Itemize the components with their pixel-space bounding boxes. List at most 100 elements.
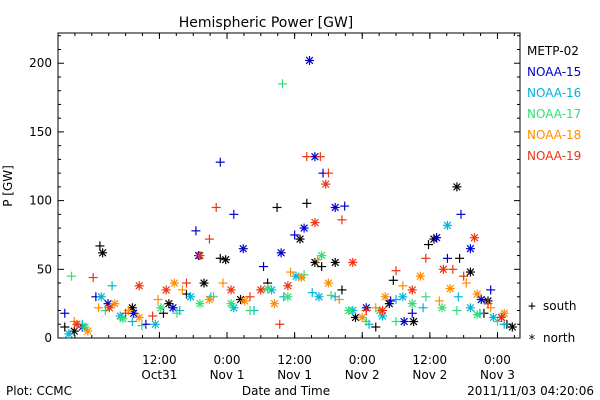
plot-frame — [57, 32, 521, 339]
south-point — [386, 296, 396, 306]
x-tick-label-time: 12:00 — [413, 353, 448, 367]
north-point — [168, 303, 178, 313]
north-point — [407, 285, 417, 295]
north-point — [150, 319, 160, 329]
north-point — [497, 312, 507, 322]
north-point — [321, 179, 331, 189]
north-point — [83, 326, 93, 336]
south-point — [337, 215, 347, 225]
south-point — [229, 209, 239, 219]
x-tick-label-date: Nov 1 — [277, 368, 312, 382]
south-point — [461, 278, 471, 288]
north-point — [409, 317, 419, 327]
south-point — [211, 202, 221, 212]
south-point — [302, 198, 312, 208]
south-point — [486, 285, 496, 295]
south-point — [423, 240, 433, 250]
south-point — [418, 303, 428, 313]
south-point — [60, 322, 70, 332]
south-point — [60, 308, 70, 318]
south-point — [317, 262, 327, 272]
north-point — [330, 202, 340, 212]
north-point — [317, 251, 327, 261]
y-tick-label: 100 — [29, 194, 52, 208]
south-point — [391, 295, 401, 305]
north-point — [295, 234, 305, 244]
north-point — [380, 292, 390, 302]
x-tick-label-date: Nov 1 — [210, 368, 245, 382]
south-point — [245, 306, 255, 316]
south-point — [127, 317, 137, 327]
north-point — [96, 292, 106, 302]
north-point — [465, 267, 475, 277]
south-point — [337, 285, 347, 295]
south-legend-label: south — [543, 299, 577, 313]
x-tick-label-time: 12:00 — [142, 353, 177, 367]
north-point — [344, 306, 354, 316]
north-point — [465, 303, 475, 313]
north-point — [238, 244, 248, 254]
north-point — [296, 273, 306, 283]
north-point — [195, 299, 205, 309]
north-point — [291, 271, 301, 281]
north-point — [221, 255, 231, 265]
south-point — [340, 201, 350, 211]
south-point — [181, 278, 191, 288]
x-tick-label-date: Nov 2 — [412, 368, 447, 382]
legend-entry: METP-02 — [527, 44, 579, 58]
south-point — [456, 209, 466, 219]
north-point — [305, 55, 315, 65]
y-tick-label: 50 — [37, 262, 52, 276]
north-point — [348, 257, 358, 267]
south-point — [177, 285, 187, 295]
south-point — [442, 253, 452, 263]
south-point — [421, 253, 431, 263]
north-point — [263, 284, 273, 294]
north-point — [452, 182, 462, 192]
south-point — [313, 255, 323, 265]
south-point — [172, 308, 182, 318]
north-point — [199, 278, 209, 288]
north-point — [236, 295, 246, 305]
x-axis-label: Date and Time — [242, 384, 330, 398]
x-tick-label-date: Nov 3 — [480, 368, 515, 382]
north-point — [156, 303, 166, 313]
north-point — [310, 218, 320, 228]
north-point — [256, 285, 266, 295]
south-point — [302, 152, 312, 162]
north-point — [488, 312, 498, 322]
south-point — [204, 234, 214, 244]
south-point — [290, 230, 300, 240]
y-tick-label: 150 — [29, 125, 52, 139]
south-point — [107, 281, 117, 291]
north-point — [438, 264, 448, 274]
north-point — [283, 281, 293, 291]
south-point — [371, 303, 381, 313]
north-point — [469, 233, 479, 243]
south-point — [272, 202, 282, 212]
north-point — [169, 278, 179, 288]
legend: METP-02 NOAA-15 NOAA-16 NOAA-17 NOAA-18 NOAA-… — [527, 44, 581, 163]
north-point — [110, 299, 120, 309]
north-point — [398, 292, 408, 302]
south-point — [391, 317, 401, 327]
north-point — [269, 299, 279, 309]
legend-entry: NOAA-17 — [527, 107, 581, 121]
south-point — [388, 275, 398, 285]
north-point — [64, 329, 74, 339]
south-point — [421, 292, 431, 302]
hemisphere-legend: + south * north — [528, 299, 577, 348]
south-point — [245, 292, 255, 302]
north-point — [399, 317, 409, 327]
south-point — [453, 292, 463, 302]
x-tick-label-time: 12:00 — [277, 353, 312, 367]
south-point — [148, 311, 158, 321]
south-point — [141, 319, 151, 329]
south-point — [215, 253, 225, 263]
footer-left: Plot: CCMC — [6, 384, 72, 398]
north-point — [323, 278, 333, 288]
north-point — [465, 244, 475, 254]
data-points — [60, 55, 517, 339]
